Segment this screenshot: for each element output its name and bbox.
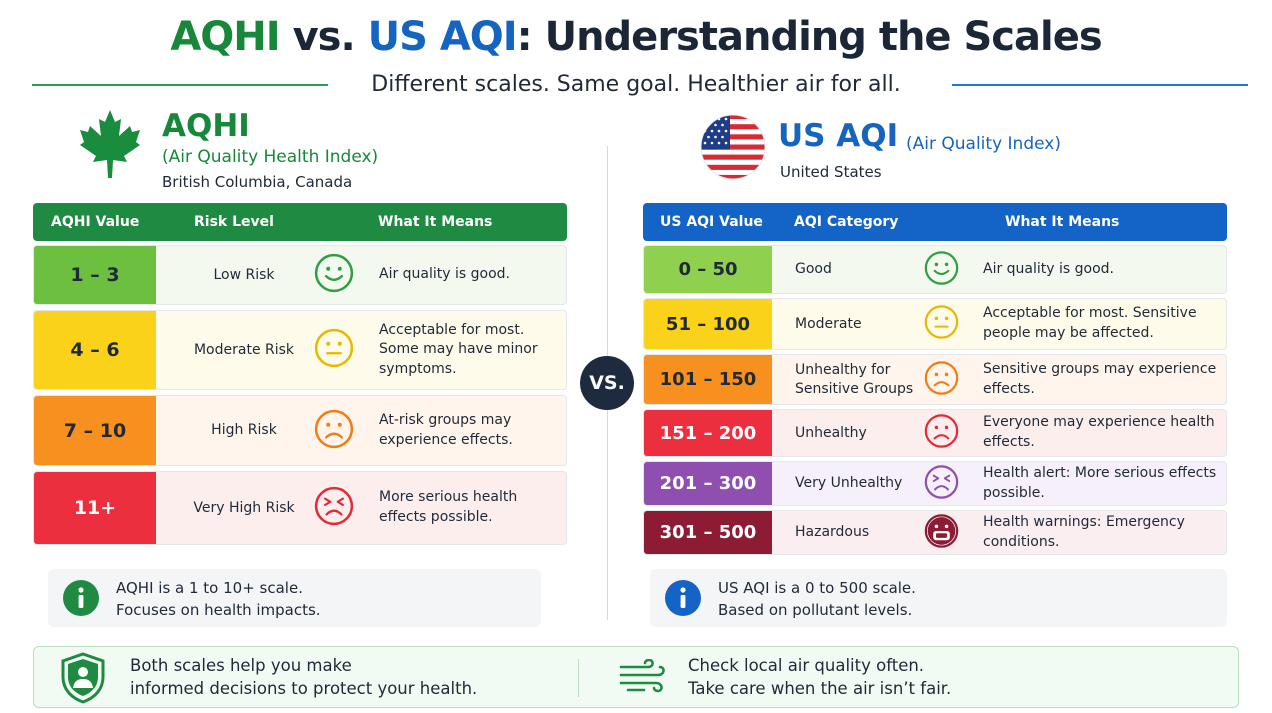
aqhi-name: AQHI (162, 108, 250, 144)
usaqi-name: US AQI (778, 118, 899, 154)
usaqi-row-4: 151 – 200 Unhealthy Everyone may experienc… (643, 409, 1227, 457)
usaqi-row-5: 201 – 300 Very Unhealthy Health alert: Mor… (643, 461, 1227, 506)
aqhi-info-box: AQHI is a 1 to 10+ scale. Focuses on hea… (48, 569, 541, 627)
usaqi-meaning-cell: Acceptable for most. Sensitive people ma… (983, 305, 1197, 341)
aqhi-meaning-cell: Air quality is good. (379, 266, 511, 283)
aqhi-meaning-cell: At-risk groups may experience effects. (379, 411, 513, 448)
usaqi-level-cell: Very Unhealthy (795, 475, 903, 492)
aqhi-row-3: 7 – 10 High Risk At-risk groups may experi… (33, 395, 567, 466)
wind-icon (619, 659, 665, 693)
smile-face-icon (924, 250, 959, 289)
aqhi-meaning-cell: More serious health effects possible. (379, 489, 518, 525)
aqhi-table-header: AQHI Value Risk Level What It Means (33, 203, 567, 241)
page-subtitle: Different scales. Same goal. Healthier a… (371, 72, 901, 97)
aqhi-info-line2: Focuses on health impacts. (116, 600, 321, 619)
usaqi-value-cell: 0 – 50 (644, 246, 772, 293)
aqhi-row-2: 4 – 6 Moderate Risk Acceptable for most. S… (33, 310, 567, 390)
frown-face-icon (314, 409, 354, 453)
title-rest: : Understanding the Scales (516, 14, 1103, 60)
aqhi-level-cell: Low Risk (213, 266, 275, 283)
footer-right-line1: Check local air quality often. (688, 656, 925, 675)
smile-face-icon (314, 253, 354, 297)
shield-person-icon (61, 652, 105, 704)
usaqi-location: United States (780, 163, 882, 181)
distressed-face-icon (314, 486, 354, 530)
usaqi-info-line1: US AQI is a 0 to 500 scale. (718, 579, 916, 597)
usaqi-meaning-cell: Air quality is good. (983, 260, 1115, 277)
footer-left-line1: Both scales help you make (130, 656, 352, 675)
aqhi-full-name: (Air Quality Health Index) (162, 147, 379, 167)
page-title: AQHI vs. US AQI: Understanding the Scale… (0, 14, 1272, 60)
usaqi-level-cell: Unhealthy for Sensitive Groups (795, 361, 914, 397)
info-icon (63, 580, 99, 616)
usaqi-col-meaning: What It Means (1005, 214, 1120, 230)
maple-leaf-icon (80, 110, 140, 178)
footer-banner: Both scales help you make informed decis… (33, 646, 1239, 708)
usaqi-meaning-cell: Health warnings: Emergency conditions. (983, 513, 1185, 550)
title-vs: vs. (279, 14, 368, 60)
usaqi-full-name: (Air Quality Index) (906, 134, 1061, 154)
aqhi-row-1: 1 – 3 Low Risk Air quality is good. (33, 245, 567, 305)
aqhi-value-cell: 4 – 6 (34, 311, 156, 389)
vs-badge: VS. (580, 356, 634, 410)
usaqi-value-cell: 151 – 200 (644, 410, 772, 456)
usaqi-info-line2: Based on pollutant levels. (718, 600, 913, 619)
aqhi-meaning-cell: Acceptable for most. Some may have minor… (379, 321, 538, 377)
title-rule-right (952, 84, 1248, 86)
aqhi-value-cell: 1 – 3 (34, 246, 156, 304)
distressed-face-icon (924, 464, 959, 503)
usaqi-value-cell: 201 – 300 (644, 462, 772, 505)
usaqi-row-3: 101 – 150 Unhealthy for Sensitive Groups S… (643, 354, 1227, 405)
frown-face-icon (924, 360, 959, 399)
neutral-face-icon (924, 305, 959, 344)
usaqi-meaning-cell: Everyone may experience health effects. (983, 414, 1215, 450)
usaqi-col-category: AQI Category (794, 214, 899, 230)
usaqi-row-1: 0 – 50 Good Air quality is good. (643, 245, 1227, 294)
aqhi-value-cell: 7 – 10 (34, 396, 156, 465)
aqhi-level-cell: Moderate Risk (193, 341, 295, 358)
usaqi-level-cell: Good (795, 261, 832, 278)
usaqi-meaning-cell: Health alert: More serious effects possi… (983, 464, 1217, 501)
aqhi-info-line1: AQHI is a 1 to 10+ scale. (116, 579, 303, 597)
aqhi-col-risk: Risk Level (194, 214, 274, 230)
aqhi-level-cell: High Risk (211, 422, 277, 439)
usaqi-value-cell: 101 – 150 (644, 355, 772, 404)
footer-left-line2: informed decisions to protect your healt… (130, 679, 478, 699)
title-rule-left (32, 84, 328, 86)
usaqi-level-cell: Moderate (795, 315, 862, 332)
aqhi-col-meaning: What It Means (378, 214, 493, 230)
aqhi-location: British Columbia, Canada (162, 173, 353, 191)
footer-separator (578, 659, 579, 697)
title-usaqi: US AQI (367, 14, 518, 60)
usaqi-meaning-cell: Sensitive groups may experience effects. (983, 360, 1217, 397)
mask-face-icon (924, 513, 959, 552)
usaqi-level-cell: Hazardous (795, 524, 870, 541)
aqhi-level-cell: Very High Risk (193, 499, 295, 516)
usaqi-col-value: US AQI Value (660, 214, 763, 230)
usaqi-value-cell: 51 – 100 (644, 299, 772, 349)
usaqi-info-box: US AQI is a 0 to 500 scale. Based on pol… (650, 569, 1227, 627)
aqhi-row-4: 11+ Very High Risk More serious health eff… (33, 471, 567, 545)
usaqi-table-header: US AQI Value AQI Category What It Means (643, 203, 1227, 241)
aqhi-value-cell: 11+ (34, 472, 156, 544)
aqhi-col-value: AQHI Value (51, 214, 140, 230)
neutral-face-icon (314, 328, 354, 372)
info-icon (665, 580, 701, 616)
usaqi-level-cell: Unhealthy (795, 424, 867, 441)
title-aqhi: AQHI (170, 14, 280, 60)
usaqi-value-cell: 301 – 500 (644, 511, 772, 554)
frown-face-icon (924, 414, 959, 453)
usaqi-row-6: 301 – 500 Hazardous Health warnings: Emerg… (643, 510, 1227, 555)
us-flag-icon (700, 114, 766, 180)
usaqi-row-2: 51 – 100 Moderate Acceptable for most. Sen… (643, 298, 1227, 350)
footer-right-line2: Take care when the air isn’t fair. (688, 679, 952, 699)
